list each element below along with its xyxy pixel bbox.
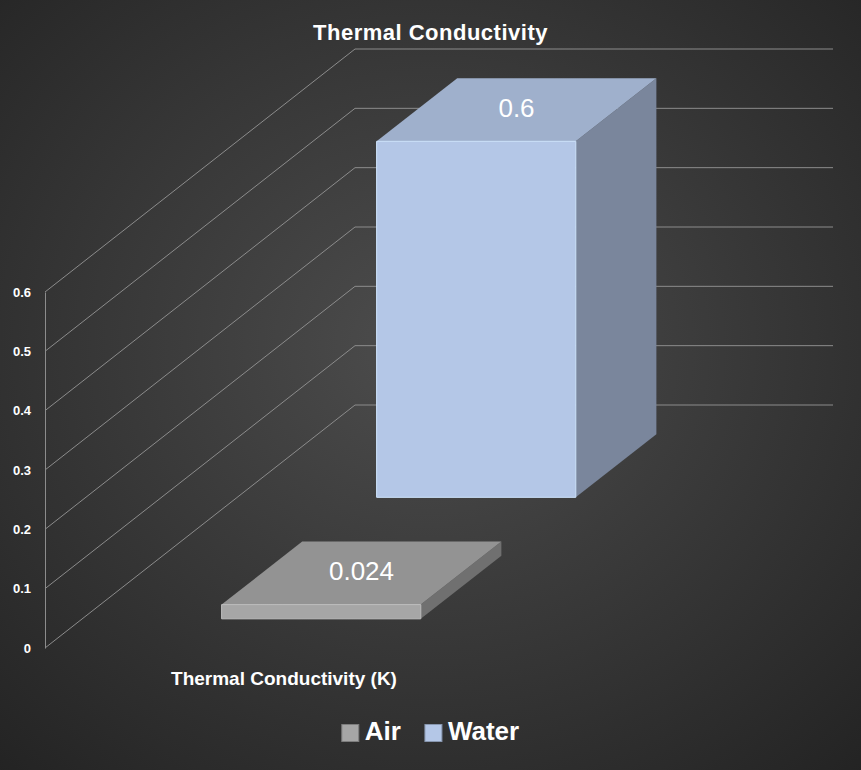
x-tick: Thermal Conductivity (K) (171, 668, 397, 689)
data-labels: 0.6 0.024 (329, 93, 535, 586)
y-tick: 0.3 (13, 463, 45, 478)
y-tick-label: 0.4 (13, 403, 32, 418)
y-tick-label: 0.6 (13, 285, 31, 300)
y-tick-label: 0.5 (13, 344, 31, 359)
legend: Air Water (342, 716, 519, 746)
y-tick: 0 (24, 641, 45, 656)
bar-top (377, 78, 657, 141)
legend-swatch (425, 725, 442, 742)
legend-label: Water (448, 716, 519, 746)
y-tick-label: 0.3 (13, 463, 31, 478)
x-tick-label: Thermal Conductivity (K) (171, 668, 397, 689)
data-label: 0.024 (329, 556, 394, 586)
chart: 0 0.1 0.2 0.3 0.4 0.5 0.6 Thermal Conductivity … (0, 0, 861, 770)
y-tick: 0.2 (13, 522, 45, 537)
grid (45, 49, 833, 648)
legend-entry: Air (342, 716, 401, 746)
y-tick: 0.1 (13, 581, 45, 596)
legend-entry: Water (425, 716, 519, 746)
bar-front (222, 605, 421, 619)
title: Thermal Conductivity (313, 20, 548, 45)
bar-side (576, 78, 657, 497)
legend-label: Air (365, 716, 401, 746)
y-tick: 0.4 (13, 403, 45, 418)
y-tick: 0.5 (13, 344, 45, 359)
y-tick-label: 0.2 (13, 522, 31, 537)
y-tick-label: 0.1 (13, 581, 31, 596)
bar (377, 78, 657, 497)
x-axis: Thermal Conductivity (K) (171, 668, 397, 689)
bars (222, 78, 657, 619)
background (0, 0, 861, 770)
y-axis: 0 0.1 0.2 0.3 0.4 0.5 0.6 (13, 285, 46, 656)
y-tick-label: 0 (24, 641, 31, 656)
bar (222, 541, 502, 618)
data-label: 0.6 (498, 93, 534, 123)
bar-top (222, 541, 502, 604)
legend-swatch (342, 725, 359, 742)
y-tick: 0.6 (13, 285, 45, 300)
bar-front (377, 141, 576, 497)
y-axis-line (45, 293, 46, 649)
